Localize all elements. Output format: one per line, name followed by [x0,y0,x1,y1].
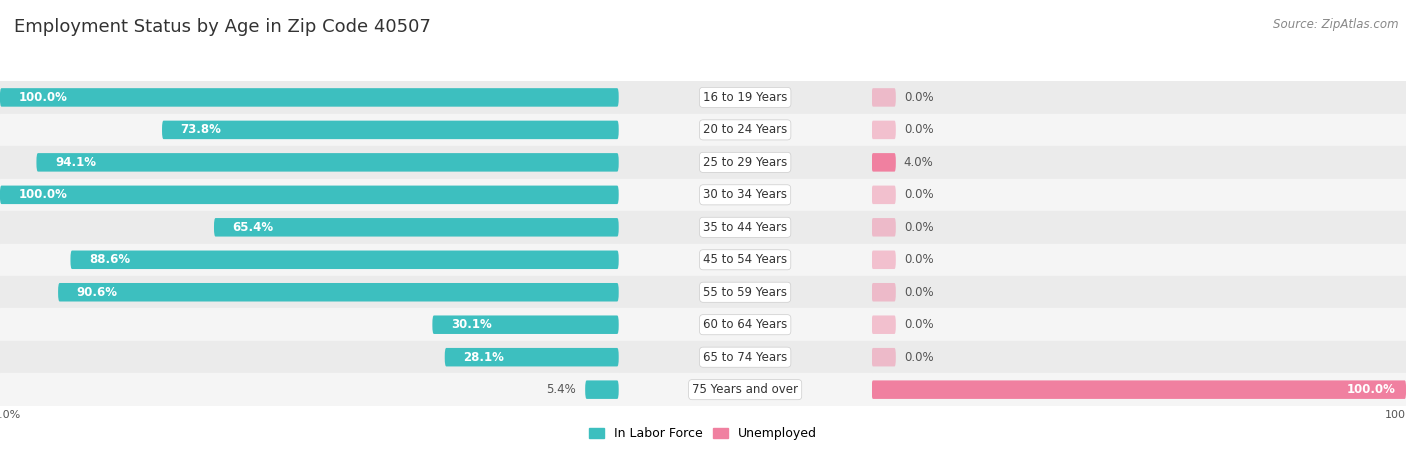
FancyBboxPatch shape [872,185,896,204]
Text: 16 to 19 Years: 16 to 19 Years [703,91,787,104]
FancyBboxPatch shape [872,218,896,237]
Text: 88.6%: 88.6% [89,253,131,266]
FancyBboxPatch shape [433,315,619,334]
Bar [0,276,619,308]
Text: 0.0%: 0.0% [904,253,934,266]
Bar [872,244,1406,276]
FancyBboxPatch shape [0,185,619,204]
Text: 0.0%: 0.0% [904,221,934,234]
Text: 0.0%: 0.0% [904,351,934,364]
Bar [0,179,619,211]
FancyBboxPatch shape [214,218,619,237]
FancyBboxPatch shape [872,120,896,139]
Bar [0,244,619,276]
Bar [872,341,1406,373]
Bar [0,308,619,341]
Text: 75 Years and over: 75 Years and over [692,383,799,396]
FancyBboxPatch shape [585,380,619,399]
FancyBboxPatch shape [444,348,619,367]
Bar [0,373,619,406]
Bar [619,373,872,406]
Text: 25 to 29 Years: 25 to 29 Years [703,156,787,169]
Text: 0.0%: 0.0% [904,91,934,104]
Bar [619,114,872,146]
Bar [619,146,872,179]
Bar [619,276,872,308]
Text: 20 to 24 Years: 20 to 24 Years [703,124,787,136]
Text: 5.4%: 5.4% [546,383,576,396]
Text: 73.8%: 73.8% [180,124,222,136]
Text: 4.0%: 4.0% [904,156,934,169]
Text: 0.0%: 0.0% [904,189,934,201]
Text: 100.0%: 100.0% [18,91,67,104]
FancyBboxPatch shape [872,315,896,334]
Bar [872,373,1406,406]
Text: Employment Status by Age in Zip Code 40507: Employment Status by Age in Zip Code 405… [14,18,430,36]
FancyBboxPatch shape [37,153,619,172]
Bar [619,341,872,373]
Text: 28.1%: 28.1% [464,351,505,364]
Text: 45 to 54 Years: 45 to 54 Years [703,253,787,266]
Text: 60 to 64 Years: 60 to 64 Years [703,318,787,331]
FancyBboxPatch shape [70,250,619,269]
FancyBboxPatch shape [58,283,619,302]
Text: 90.6%: 90.6% [77,286,118,299]
FancyBboxPatch shape [872,283,896,302]
Text: 30 to 34 Years: 30 to 34 Years [703,189,787,201]
Bar [0,341,619,373]
Bar [619,308,872,341]
Bar [872,308,1406,341]
Bar [872,179,1406,211]
Text: 0.0%: 0.0% [904,318,934,331]
Bar [872,276,1406,308]
Text: 100.0%: 100.0% [1347,383,1395,396]
Bar [0,211,619,244]
Text: 65.4%: 65.4% [232,221,274,234]
Bar [619,244,872,276]
Bar [619,179,872,211]
Bar [872,211,1406,244]
FancyBboxPatch shape [872,88,896,107]
Text: 35 to 44 Years: 35 to 44 Years [703,221,787,234]
FancyBboxPatch shape [872,348,896,367]
Bar [0,146,619,179]
FancyBboxPatch shape [872,380,1406,399]
Bar [619,211,872,244]
Text: 94.1%: 94.1% [55,156,96,169]
Text: 65 to 74 Years: 65 to 74 Years [703,351,787,364]
Bar [619,81,872,114]
FancyBboxPatch shape [162,120,619,139]
Bar [872,114,1406,146]
Text: 0.0%: 0.0% [904,286,934,299]
Bar [872,146,1406,179]
Text: 55 to 59 Years: 55 to 59 Years [703,286,787,299]
FancyBboxPatch shape [0,88,619,107]
Text: 0.0%: 0.0% [904,124,934,136]
Bar [872,81,1406,114]
Text: 30.1%: 30.1% [451,318,492,331]
FancyBboxPatch shape [872,153,896,172]
Text: 100.0%: 100.0% [18,189,67,201]
Text: Source: ZipAtlas.com: Source: ZipAtlas.com [1274,18,1399,31]
Bar [0,114,619,146]
Bar [0,81,619,114]
FancyBboxPatch shape [872,250,896,269]
Legend: In Labor Force, Unemployed: In Labor Force, Unemployed [589,427,817,440]
